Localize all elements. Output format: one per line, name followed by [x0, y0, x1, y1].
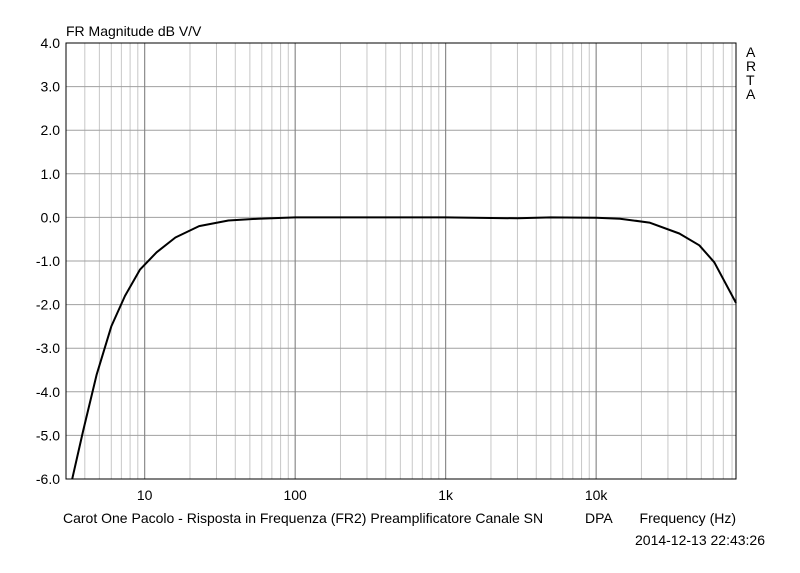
timestamp: 2014-12-13 22:43:26: [635, 532, 765, 548]
chart-title: FR Magnitude dB V/V: [66, 23, 202, 39]
x-tick-label: 10k: [585, 487, 609, 503]
y-tick-label: 1.0: [41, 166, 61, 182]
line-series: [71, 216, 737, 480]
y-tick-label: 2.0: [41, 122, 61, 138]
y-tick-label: 3.0: [41, 79, 61, 95]
y-tick-label: -2.0: [36, 297, 60, 313]
y-tick-label: -5.0: [36, 427, 60, 443]
channel: DPA: [585, 510, 613, 526]
y-tick-label: 0.0: [41, 209, 61, 225]
x-tick-label: 1k: [438, 487, 454, 503]
x-tick-label: 100: [283, 487, 307, 503]
x-tick-label: 10: [137, 487, 153, 503]
caption: Carot One Pacolo - Risposta in Frequenza…: [63, 510, 543, 526]
y-tick-label: -4.0: [36, 384, 60, 400]
y-tick-label: -6.0: [36, 471, 60, 487]
y-tick-label: -3.0: [36, 340, 60, 356]
plot-frame: [65, 42, 737, 480]
x-axis-label: Frequency (Hz): [640, 510, 736, 526]
y-tick-label: 4.0: [41, 35, 61, 51]
y-tick-label: -1.0: [36, 253, 60, 269]
